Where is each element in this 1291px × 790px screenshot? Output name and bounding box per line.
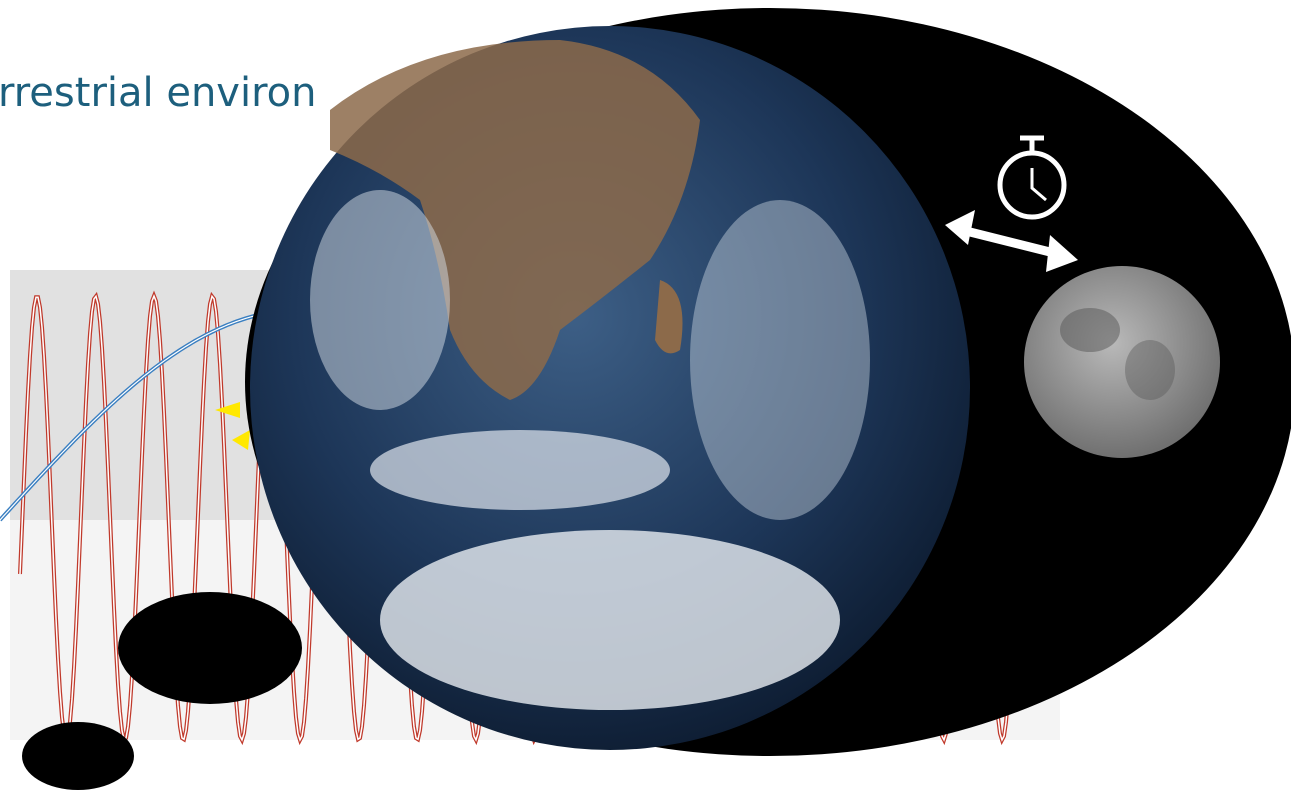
moon bbox=[1024, 266, 1220, 458]
moon-mare bbox=[1125, 340, 1175, 400]
curve bbox=[0, 309, 300, 521]
moon-mare bbox=[1060, 308, 1120, 352]
island bbox=[655, 280, 683, 354]
marker bbox=[215, 402, 240, 418]
clouds bbox=[690, 200, 870, 520]
slide-title: rrestrial environ bbox=[0, 70, 317, 116]
clouds bbox=[380, 530, 840, 710]
double-arrow bbox=[945, 210, 1078, 272]
clouds bbox=[310, 190, 450, 410]
blob bbox=[118, 592, 302, 704]
marker bbox=[232, 430, 250, 450]
continent bbox=[330, 40, 700, 400]
clouds bbox=[370, 430, 670, 510]
stopwatch-icon bbox=[997, 135, 1067, 220]
blob bbox=[22, 722, 134, 790]
